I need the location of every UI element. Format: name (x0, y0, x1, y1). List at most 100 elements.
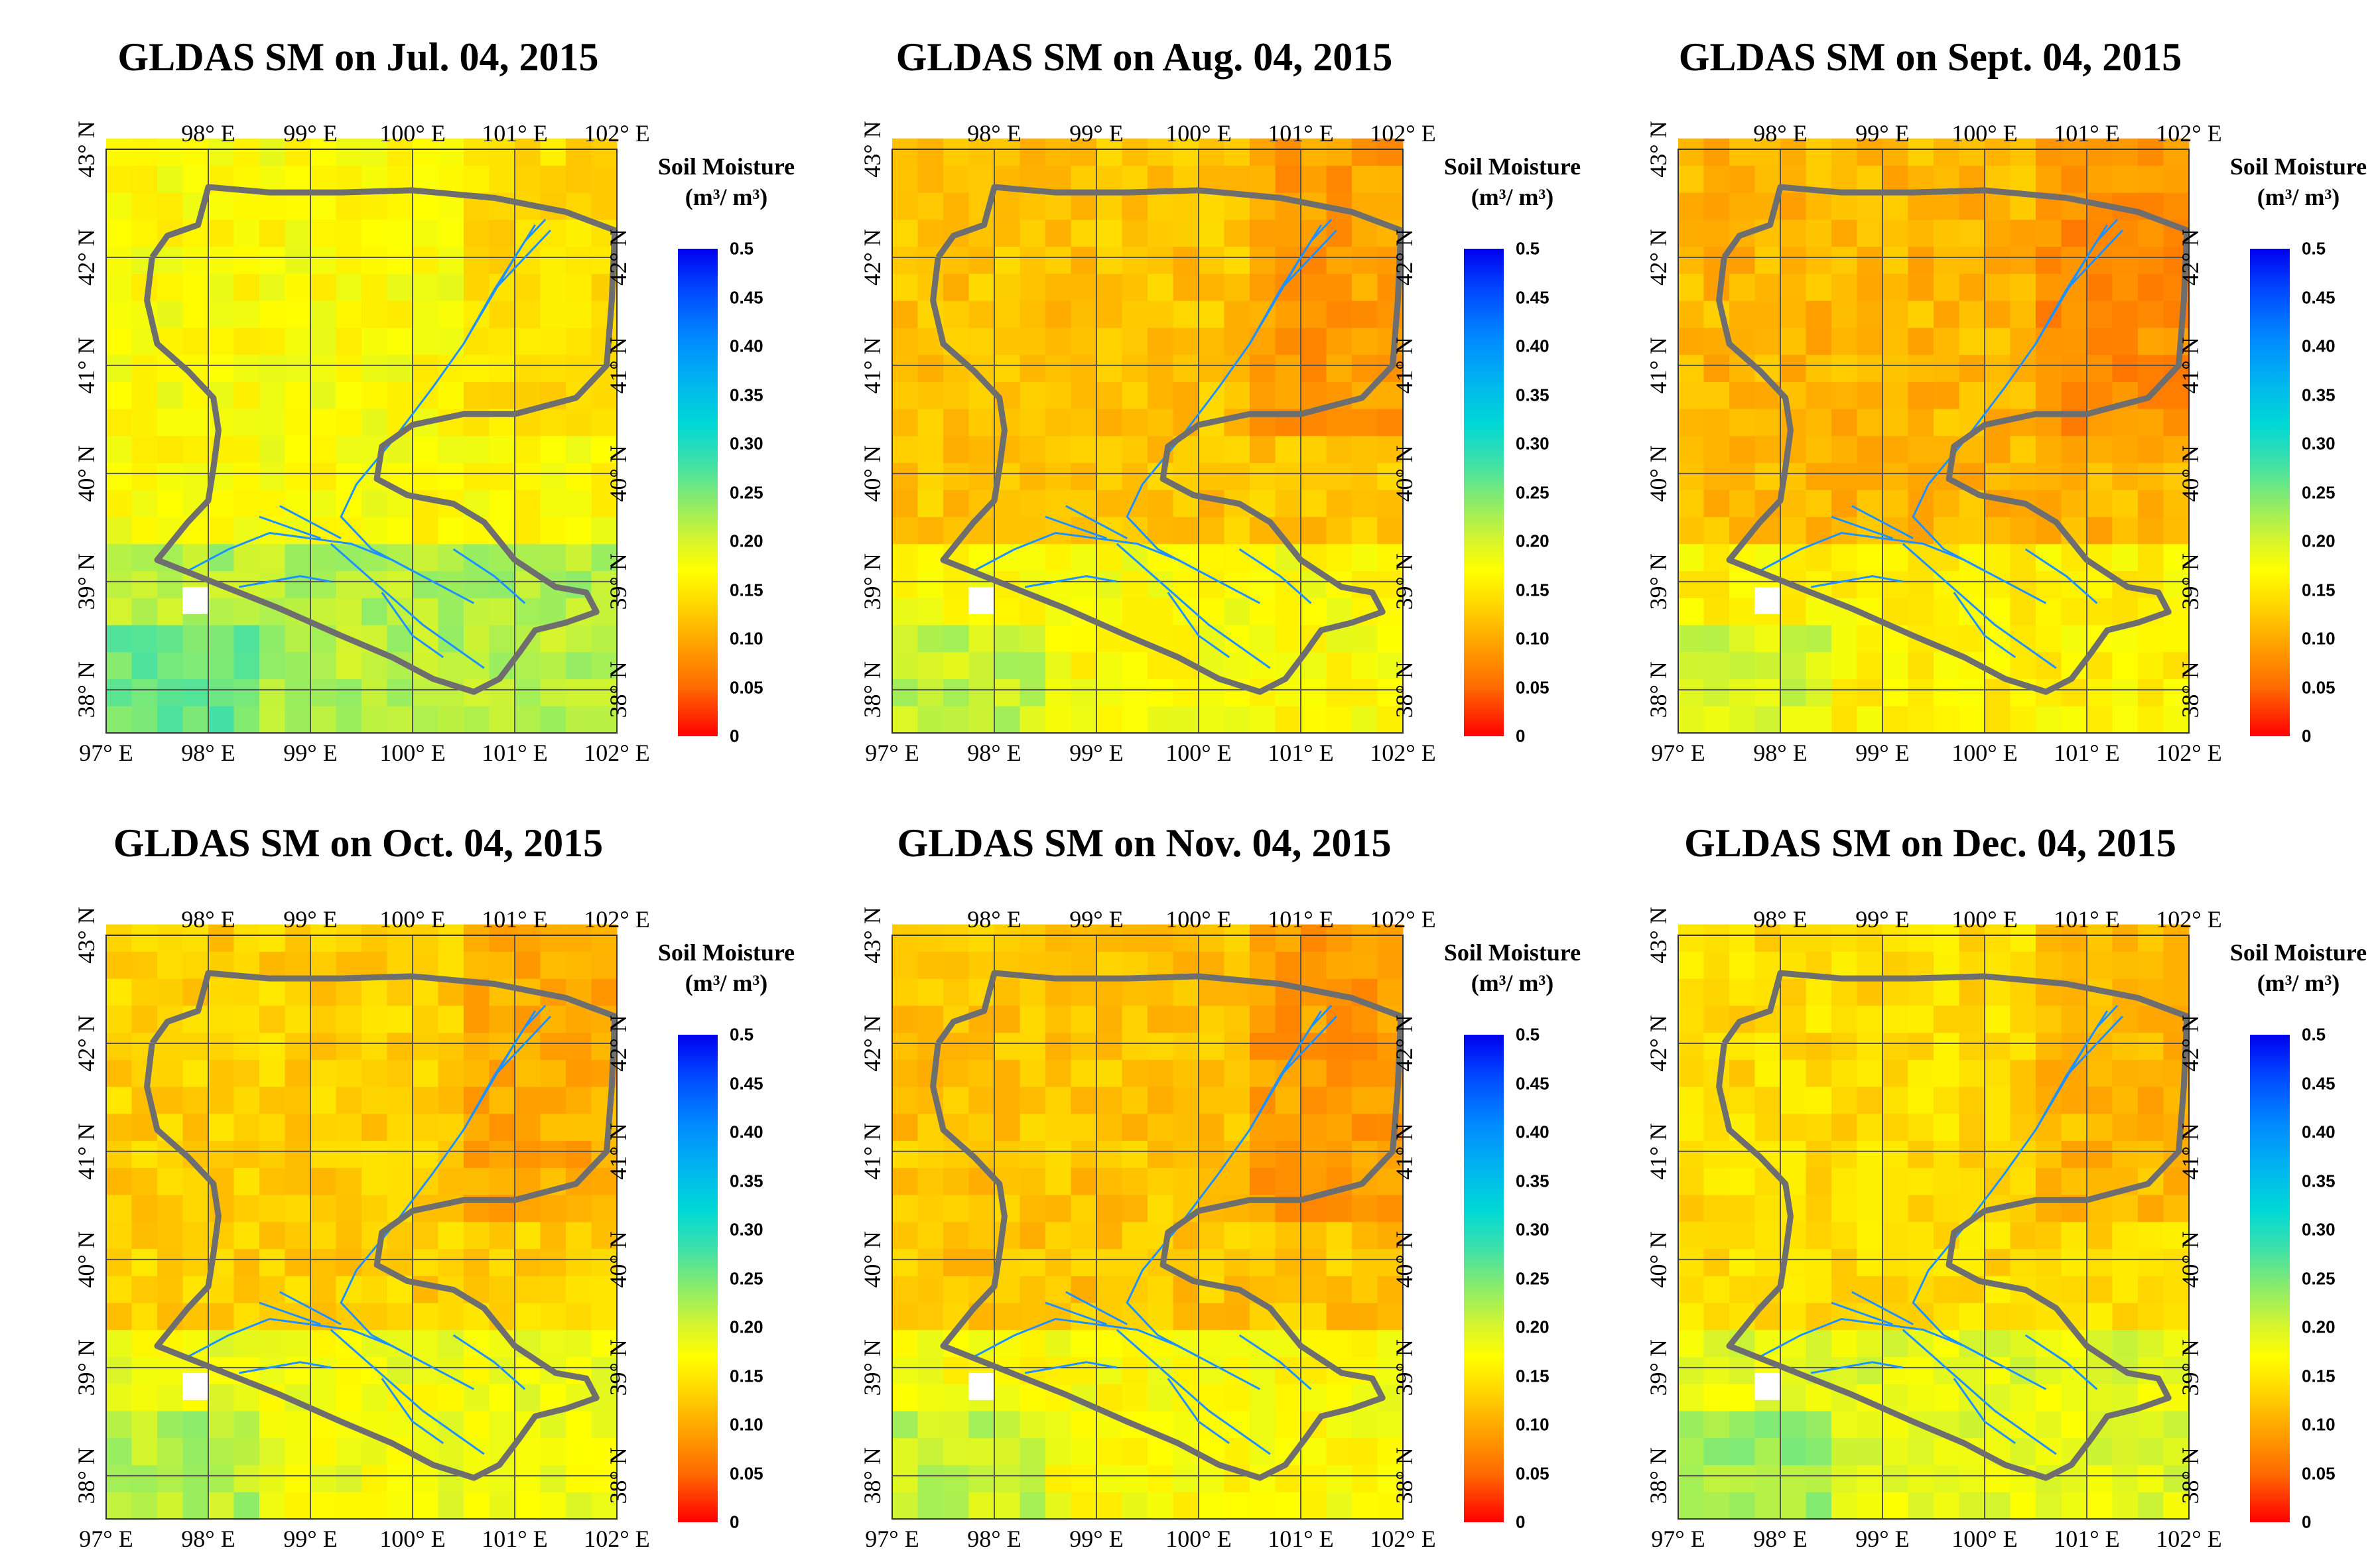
sm-cell (1729, 570, 1755, 598)
sm-cell (1729, 192, 1755, 220)
river-line (1280, 229, 1337, 291)
sm-cell (1908, 1275, 1934, 1303)
sm-cell (106, 1195, 132, 1222)
sm-cell (515, 517, 541, 545)
sm-cell (1275, 1086, 1301, 1114)
sm-cell (1678, 490, 1704, 517)
sm-cell (1959, 192, 1985, 220)
sm-cell (464, 1167, 490, 1195)
sm-cell (2138, 517, 2164, 545)
sm-cell (1071, 165, 1097, 193)
sm-cell (1959, 327, 1985, 356)
sm-cell (1173, 219, 1199, 247)
sm-cell (1199, 435, 1224, 464)
sm-cell (1985, 1384, 2011, 1411)
sm-cell (968, 409, 995, 436)
sm-cell (489, 625, 515, 653)
sm-cell (1985, 679, 2011, 706)
sm-cell (106, 1437, 132, 1466)
sm-cell (1352, 435, 1378, 464)
sm-cell (1250, 1248, 1276, 1276)
sm-cell (1377, 192, 1404, 220)
sm-cell (1301, 517, 1327, 545)
sm-cell (1857, 1086, 1883, 1114)
sm-cell (2138, 1465, 2164, 1492)
sm-cell (1122, 1140, 1148, 1168)
sm-cell (1934, 246, 1959, 274)
sm-cell (106, 409, 132, 436)
sm-cell (1250, 706, 1276, 734)
sm-cell (1020, 1113, 1046, 1142)
sm-cell (285, 273, 311, 301)
sm-cell (1959, 679, 1985, 706)
sm-cell (2036, 1059, 2062, 1087)
sm-cell (1831, 1437, 1857, 1466)
sm-cell (2010, 598, 2036, 625)
sm-cell (1729, 625, 1755, 653)
sm-cell (917, 219, 944, 247)
sm-cell (1754, 1032, 1781, 1060)
sm-cell (157, 598, 183, 625)
lat-label-left: 42° N (1645, 229, 1672, 285)
sm-cell (994, 1303, 1020, 1331)
sm-cell (1096, 1437, 1122, 1466)
sm-cell (2036, 706, 2062, 734)
sm-cell (1780, 1086, 1806, 1114)
sm-cell (515, 679, 541, 706)
sm-cell (1326, 327, 1352, 356)
sm-cell (1122, 435, 1148, 464)
sm-cell (540, 924, 566, 952)
sm-cell (285, 246, 311, 274)
sm-cell (515, 138, 541, 166)
sm-cell (1985, 327, 2011, 356)
sm-cell (131, 1140, 158, 1168)
sm-cell (2061, 598, 2087, 625)
sm-cell (1703, 1329, 1730, 1358)
colorbar-title-line2: (m³/ m³) (685, 184, 768, 210)
sm-cell (1780, 1140, 1806, 1168)
sm-cell (1301, 924, 1327, 952)
sm-cell (1703, 543, 1730, 572)
sm-cell (1857, 327, 1883, 356)
sm-cell (591, 543, 618, 572)
colorbar-tick: 0.45 (2302, 287, 2336, 307)
sm-cell (1780, 1059, 1806, 1087)
sm-cell (2036, 1329, 2062, 1358)
sm-cell (1199, 598, 1224, 625)
sm-cell (1703, 570, 1730, 598)
sm-cell (233, 300, 260, 328)
sm-cell (1908, 1195, 1934, 1222)
sm-cell (1882, 246, 1908, 274)
sm-cell (1882, 490, 1908, 517)
sm-cell (1377, 409, 1404, 436)
sm-cell (2010, 1113, 2036, 1142)
sm-cell (994, 1059, 1020, 1087)
sm-cell (566, 1140, 592, 1168)
sm-cell (1729, 706, 1755, 734)
sm-cell (1806, 1221, 1832, 1250)
sm-cell (1806, 517, 1832, 545)
sm-cell (2061, 625, 2087, 653)
sm-cell (1301, 1465, 1327, 1492)
sm-cell (1985, 1465, 2011, 1492)
sm-cell (157, 1356, 183, 1384)
sm-cell (1275, 1113, 1301, 1142)
sm-cell (1301, 706, 1327, 734)
sm-cell (362, 219, 387, 247)
sm-cell (1806, 138, 1832, 166)
sm-cell (1301, 327, 1327, 356)
sm-cell (1250, 1167, 1276, 1195)
colorbar-tick: 0.30 (2302, 433, 2336, 454)
sm-cell (285, 543, 311, 572)
sm-cell (2036, 1356, 2062, 1384)
sm-cell (1250, 1329, 1276, 1358)
sm-cell (362, 192, 387, 220)
sm-cell (233, 1167, 260, 1195)
sm-cell (540, 300, 566, 328)
colorbar-tick: 0.25 (730, 482, 763, 502)
sm-cell (157, 570, 183, 598)
sm-cell (1959, 924, 1985, 952)
sm-cell (968, 679, 995, 706)
sm-cell (1045, 381, 1071, 409)
